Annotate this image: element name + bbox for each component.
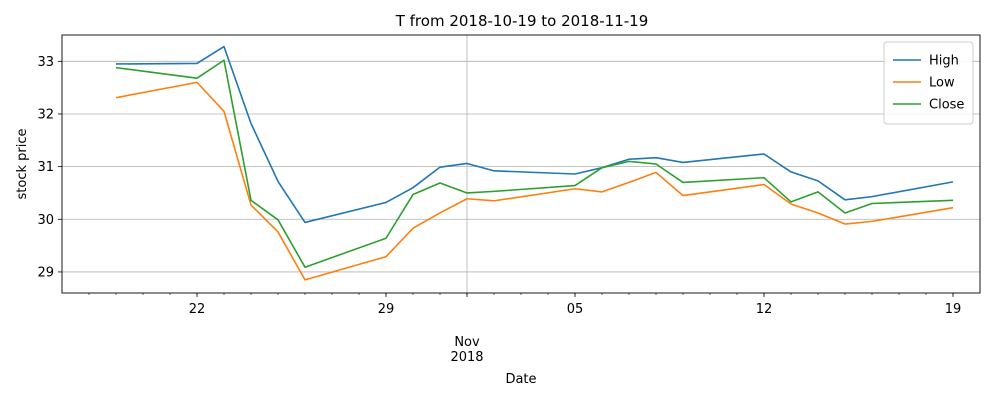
x-month-label: Nov [454, 335, 480, 350]
legend-label-high: High [929, 54, 959, 69]
y-tick-label: 32 [37, 107, 54, 122]
y-tick-label: 30 [37, 213, 54, 228]
series-line-high [115, 45, 954, 224]
x-tick-label: 19 [945, 302, 962, 317]
series-line-low [115, 81, 954, 281]
y-tick-label: 29 [37, 265, 54, 280]
y-tick-label: 31 [37, 160, 54, 175]
axes [58, 34, 981, 297]
grid-lines [62, 35, 980, 293]
chart-title: T from 2018-10-19 to 2018-11-19 [395, 12, 649, 30]
plot-frame [61, 34, 981, 294]
x-tick-label: 12 [756, 302, 773, 317]
x-tick-label: 05 [567, 302, 584, 317]
y-axis-label: stock price [15, 129, 30, 200]
x-tick-label: 29 [378, 302, 395, 317]
legend: High Low Close [883, 41, 974, 125]
legend-label-low: Low [929, 76, 955, 91]
x-tick-label: 22 [189, 302, 206, 317]
series-line-close [115, 59, 954, 269]
x-axis-label: Date [505, 372, 536, 387]
x-month-label: 2018 [450, 350, 483, 365]
y-tick-label: 33 [37, 55, 54, 70]
series-lines [115, 45, 954, 281]
legend-label-close: Close [929, 98, 964, 113]
